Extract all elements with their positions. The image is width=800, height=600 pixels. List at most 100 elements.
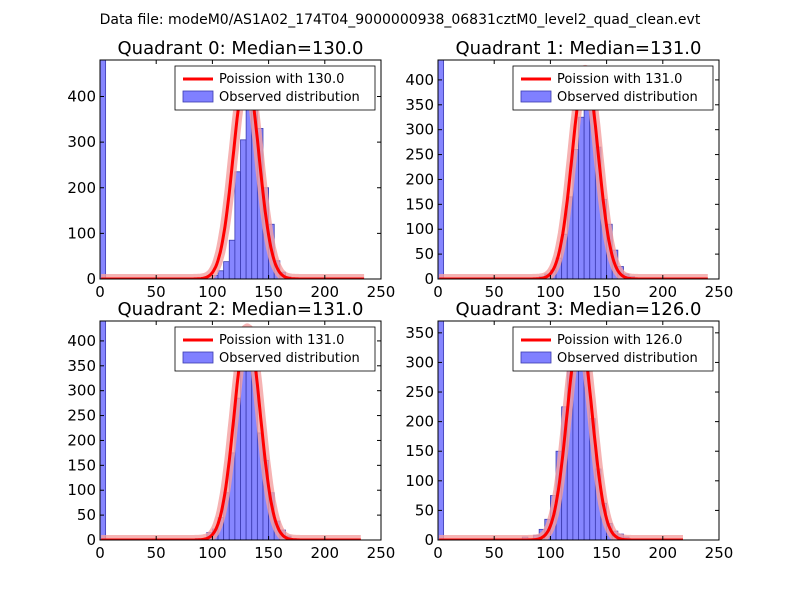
y-tick-label: 150	[67, 456, 96, 474]
axes-frame	[99, 59, 382, 280]
x-tick-label: 200	[648, 283, 677, 301]
x-tick-label: 100	[198, 544, 227, 562]
x-tick-label: 50	[485, 544, 504, 562]
x-tick-label: 200	[310, 544, 339, 562]
histogram-bar	[240, 139, 247, 279]
y-tick-label: 300	[67, 382, 96, 400]
y-tick-label: 0	[424, 531, 434, 549]
y-tick-label: 300	[405, 121, 434, 139]
legend-box	[512, 326, 714, 372]
quadrant-3-plot	[438, 321, 687, 540]
x-tick-label: 0	[433, 544, 443, 562]
histogram-bar	[223, 261, 230, 279]
y-tick-label: 100	[405, 220, 434, 238]
quadrant-3-panel: 0 50 100 150 200 250 0 50 100 150 200 250 300 350 Quad…	[405, 299, 733, 562]
y-tick-label: 200	[67, 431, 96, 449]
poisson-line	[100, 72, 365, 279]
x-tick-label: 150	[592, 283, 621, 301]
legend-box	[174, 65, 376, 111]
x-tick-label: 250	[705, 283, 734, 301]
legend-bar-swatch	[182, 351, 214, 364]
quadrant-0-plot	[100, 60, 368, 279]
y-tick-label: 200	[405, 413, 434, 431]
y-tick-label: 0	[86, 270, 96, 288]
poisson-line	[438, 331, 684, 540]
x-tick-label: 0	[95, 544, 105, 562]
y-tick-label: 0	[86, 531, 96, 549]
legend-box	[512, 65, 714, 111]
x-tick-label: 200	[310, 283, 339, 301]
quadrant-0-panel: 0 50 100 150 200 250 0 100 200 300 400 Quadrant 0: …	[67, 38, 395, 301]
legend-bar-swatch	[182, 90, 214, 103]
legend-box	[174, 326, 376, 372]
y-tick-label: 300	[405, 353, 434, 371]
legend-label: Observed distribution	[219, 351, 360, 366]
quadrant-1-plot	[438, 60, 712, 279]
quadrant-3-title: Quadrant 3: Median=126.0	[456, 299, 702, 320]
poisson-line	[100, 327, 362, 540]
x-tick-label: 50	[485, 283, 504, 301]
y-tick-label: 100	[67, 224, 96, 242]
legend-label: Observed distribution	[219, 90, 360, 105]
poisson-line	[438, 68, 709, 279]
legend: Poission with 126.0 Observed distribution	[512, 326, 714, 372]
legend-label: Observed distribution	[557, 90, 698, 105]
x-tick-label: 250	[367, 544, 396, 562]
y-tick-label: 200	[67, 179, 96, 197]
y-tick-label: 250	[405, 383, 434, 401]
legend: Poission with 130.0 Observed distribution	[174, 65, 376, 111]
x-tick-label: 250	[367, 283, 396, 301]
x-tick-label: 50	[147, 283, 166, 301]
x-tick-label: 250	[705, 544, 734, 562]
legend-label: Poission with 131.0	[219, 333, 344, 348]
y-tick-label: 350	[405, 324, 434, 342]
y-tick-label: 400	[67, 332, 96, 350]
legend-label: Poission with 126.0	[557, 333, 682, 348]
y-tick-label: 50	[415, 501, 434, 519]
quadrant-0-title: Quadrant 0: Median=130.0	[118, 38, 364, 59]
y-tick-label: 250	[67, 407, 96, 425]
x-tick-label: 100	[198, 283, 227, 301]
x-tick-label: 100	[536, 283, 565, 301]
quadrant-1-title: Quadrant 1: Median=131.0	[456, 38, 702, 59]
legend: Poission with 131.0 Observed distribution	[512, 65, 714, 111]
y-tick-label: 350	[67, 357, 96, 375]
x-tick-label: 200	[648, 544, 677, 562]
x-tick-label: 100	[536, 544, 565, 562]
axes-frame	[99, 320, 382, 541]
y-tick-label: 100	[67, 481, 96, 499]
y-tick-label: 50	[77, 506, 96, 524]
histogram-bar	[438, 321, 445, 540]
legend: Poission with 131.0 Observed distribution	[174, 326, 376, 372]
y-tick-label: 400	[405, 71, 434, 89]
y-tick-label: 150	[405, 442, 434, 460]
y-tick-label: 150	[405, 195, 434, 213]
y-tick-label: 200	[405, 170, 434, 188]
axes-frame	[437, 320, 720, 541]
histogram-bar	[100, 321, 107, 540]
x-tick-label: 50	[147, 544, 166, 562]
x-tick-label: 0	[433, 283, 443, 301]
axes-frame	[437, 59, 720, 280]
quadrant-2-title: Quadrant 2: Median=131.0	[118, 299, 364, 320]
legend-label: Observed distribution	[557, 351, 698, 366]
y-tick-label: 0	[424, 270, 434, 288]
y-tick-label: 250	[405, 146, 434, 164]
x-tick-label: 0	[95, 283, 105, 301]
histogram-bar	[234, 171, 241, 279]
quadrant-2-panel: 0 50 100 150 200 250 0 50 100 150 200 250 300 350 400 Q…	[67, 299, 395, 562]
x-tick-label: 150	[254, 544, 283, 562]
y-tick-label: 400	[67, 88, 96, 106]
legend-bar-swatch	[520, 351, 552, 364]
histogram-bar	[578, 116, 585, 279]
histogram-bar	[438, 60, 445, 279]
legend-label: Poission with 130.0	[219, 72, 344, 87]
y-tick-label: 100	[405, 472, 434, 490]
quadrant-1-panel: 0 50 100 150 200 250 0 50 100 150 200 250 300 350 400 Q…	[405, 38, 733, 301]
legend-bar-swatch	[520, 90, 552, 103]
histogram-bar	[100, 60, 107, 279]
histogram-bar	[228, 239, 236, 279]
y-tick-label: 300	[67, 133, 96, 151]
x-tick-label: 150	[592, 544, 621, 562]
